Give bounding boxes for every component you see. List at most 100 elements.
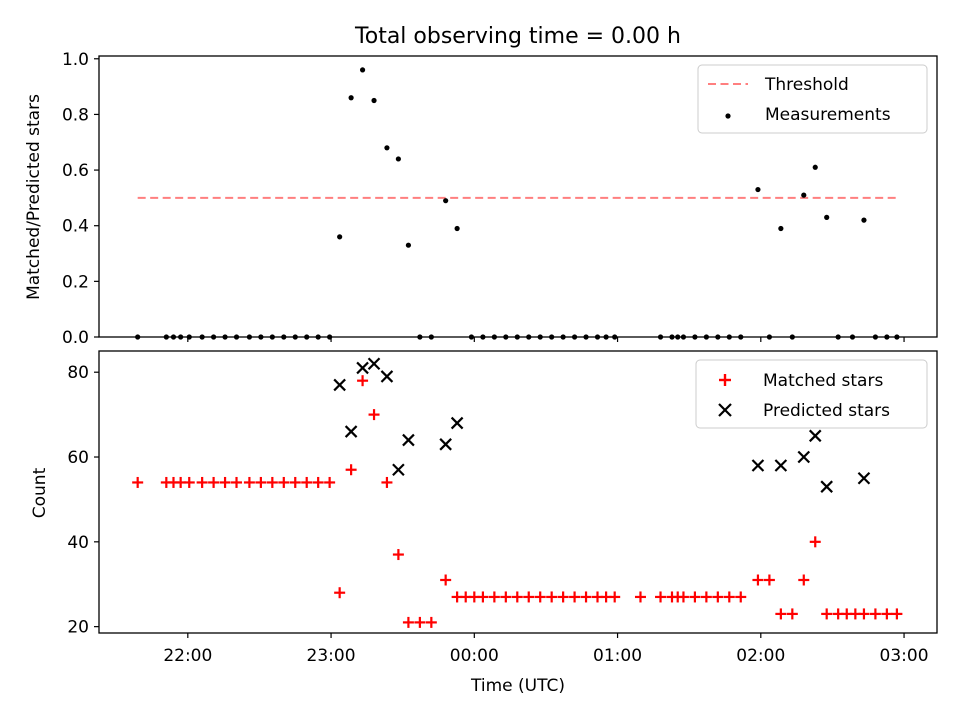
- matched-star-point: [345, 464, 357, 476]
- x-tick-label: 22:00: [163, 646, 212, 666]
- matched-star-point: [655, 591, 667, 603]
- measurement-point: [233, 334, 240, 340]
- measurement-point: [443, 198, 449, 204]
- predicted-star-point: [333, 378, 346, 392]
- measurement-point: [186, 334, 192, 340]
- measurement-points: [135, 67, 900, 340]
- matched-star-point: [700, 591, 712, 603]
- matched-star-point: [858, 608, 870, 620]
- measurement-point: [281, 334, 287, 340]
- predicted-star-point: [450, 416, 464, 430]
- measurement-point: [417, 334, 423, 340]
- matched-star-point: [425, 616, 437, 628]
- matched-star-point: [289, 476, 301, 488]
- measurement-point: [715, 334, 721, 340]
- x-tick-label: 23:00: [307, 646, 356, 666]
- measurement-point: [789, 334, 795, 340]
- predicted-star-point: [356, 361, 369, 375]
- matched-star-point: [392, 549, 404, 561]
- measurement-point: [337, 234, 343, 240]
- matched-star-point: [689, 591, 701, 603]
- matched-star-point: [546, 591, 558, 603]
- matched-star-point: [677, 591, 689, 603]
- matched-star-point: [278, 476, 290, 488]
- measurement-point: [583, 334, 589, 340]
- x-tick-label: 03:00: [880, 646, 929, 666]
- measurement-point: [304, 334, 310, 340]
- ratio-y-tick-label: 0.4: [62, 217, 89, 237]
- matched-star-point: [243, 476, 255, 488]
- matched-star-point: [132, 476, 144, 488]
- matched-star-point: [775, 608, 787, 620]
- matched-star-point: [634, 591, 646, 603]
- measurement-point: [258, 334, 264, 340]
- matched-star-point: [414, 616, 426, 628]
- matched-star-point: [881, 608, 893, 620]
- measurement-point: [454, 225, 460, 232]
- measurement-point: [135, 334, 141, 340]
- measurement-point: [884, 334, 890, 340]
- matched-star-point: [477, 591, 489, 603]
- legend-measurements-swatch: [725, 113, 731, 119]
- matched-star-point: [511, 591, 523, 603]
- predicted-star-point: [392, 463, 405, 477]
- measurement-point: [526, 334, 532, 340]
- measurement-point: [178, 334, 184, 340]
- matched-star-point: [723, 591, 735, 603]
- matched-star-point: [534, 591, 546, 603]
- predicted-stars-points: [333, 357, 871, 493]
- matched-star-point: [402, 616, 414, 628]
- counts-y-axis-label: Count: [30, 467, 50, 518]
- matched-star-point: [334, 587, 346, 599]
- measurement-point: [703, 334, 709, 340]
- matched-star-point: [798, 574, 810, 586]
- counts-x-ticks: 22:00 23:00 00:00 01:00 02:00 03:00: [163, 633, 929, 666]
- measurement-point: [692, 334, 698, 340]
- measurement-point: [222, 334, 228, 340]
- matched-star-point: [786, 608, 798, 620]
- ratio-y-tick-label: 0.8: [62, 105, 89, 125]
- measurement-point: [766, 334, 773, 340]
- predicted-star-point: [797, 450, 811, 464]
- predicted-star-point: [774, 459, 788, 472]
- legend-predicted-swatch: [718, 403, 732, 417]
- ratio-y-tick-label: 1.0: [62, 50, 89, 70]
- predicted-star-point: [344, 425, 358, 438]
- measurement-point: [371, 97, 377, 104]
- measurement-point: [824, 214, 830, 220]
- measurement-point: [594, 334, 601, 340]
- measurement-point: [849, 334, 856, 340]
- measurement-point: [835, 334, 841, 340]
- measurement-point: [738, 334, 744, 340]
- matched-star-point: [557, 591, 569, 603]
- predicted-star-point: [439, 438, 452, 451]
- ratio-y-ticks: 0.0 0.2 0.4 0.6 0.8 1.0: [62, 50, 99, 348]
- matched-star-point: [821, 608, 833, 620]
- measurement-point: [163, 334, 169, 340]
- measurement-point: [861, 217, 867, 223]
- counts-y-tick-label: 80: [67, 363, 89, 383]
- matched-star-point: [324, 476, 336, 488]
- measurement-point: [468, 334, 475, 340]
- measurement-point: [603, 334, 609, 340]
- matched-star-point: [196, 476, 208, 488]
- matched-star-point: [357, 375, 369, 387]
- measurement-point: [755, 186, 761, 193]
- matched-star-point: [208, 476, 220, 488]
- ratio-y-tick-label: 0.2: [62, 272, 89, 292]
- counts-legend-frame: [695, 359, 928, 429]
- x-tick-label: 02:00: [736, 646, 785, 666]
- ratio-panel: 0.0 0.2 0.4 0.6 0.8 1.0 Matched/Predicted sta…: [24, 50, 938, 348]
- measurement-point: [894, 334, 900, 340]
- matched-star-point: [752, 574, 764, 586]
- counts-y-tick-label: 60: [67, 448, 89, 468]
- legend-matched-label: Matched stars: [763, 371, 883, 391]
- ratio-legend-frame: [697, 64, 928, 134]
- x-tick-label: 00:00: [450, 646, 499, 666]
- matched-star-point: [312, 476, 324, 488]
- matched-star-point: [763, 574, 775, 586]
- predicted-star-point: [751, 459, 765, 472]
- legend-predicted-label: Predicted stars: [763, 401, 890, 421]
- matched-star-point: [219, 476, 231, 488]
- matched-star-point: [440, 574, 452, 586]
